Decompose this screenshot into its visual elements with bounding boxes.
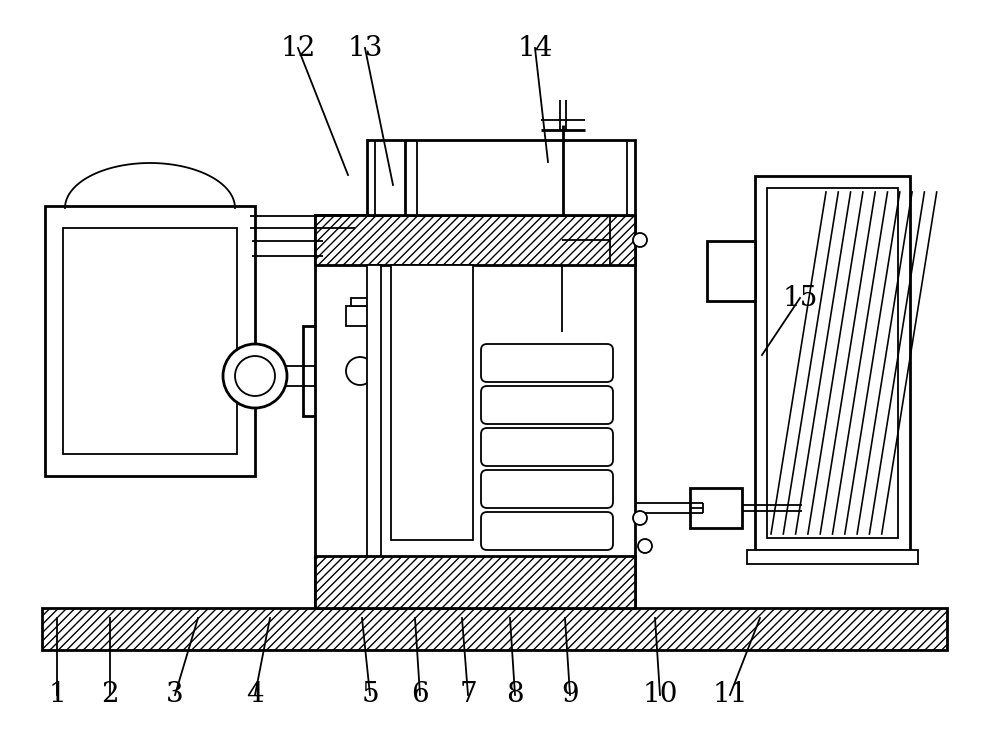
Circle shape <box>235 356 275 396</box>
FancyBboxPatch shape <box>481 470 613 508</box>
Bar <box>367 140 635 215</box>
Bar <box>346 306 374 326</box>
Bar <box>351 298 369 306</box>
Text: 6: 6 <box>411 682 429 709</box>
Bar <box>303 326 418 416</box>
Text: 12: 12 <box>280 34 316 61</box>
Bar <box>690 488 742 528</box>
Text: 5: 5 <box>361 682 379 709</box>
Bar <box>315 215 635 608</box>
Text: 3: 3 <box>166 682 184 709</box>
Text: 7: 7 <box>459 682 477 709</box>
Bar <box>707 241 755 301</box>
Text: 10: 10 <box>642 682 678 709</box>
FancyBboxPatch shape <box>481 512 613 550</box>
Bar <box>45 206 255 476</box>
Text: 14: 14 <box>517 34 553 61</box>
Circle shape <box>633 511 647 525</box>
Bar <box>755 176 910 550</box>
Bar <box>747 550 918 564</box>
Circle shape <box>633 233 647 247</box>
Text: 2: 2 <box>101 682 119 709</box>
FancyBboxPatch shape <box>481 428 613 466</box>
Text: 15: 15 <box>782 284 818 312</box>
Text: 1: 1 <box>48 682 66 709</box>
Bar <box>315 215 635 265</box>
Bar <box>367 265 381 556</box>
Bar <box>767 188 898 538</box>
Text: 13: 13 <box>347 34 383 61</box>
Circle shape <box>638 539 652 553</box>
FancyBboxPatch shape <box>481 386 613 424</box>
Bar <box>315 556 635 608</box>
Text: 4: 4 <box>246 682 264 709</box>
Bar <box>391 265 473 540</box>
Circle shape <box>223 344 287 408</box>
Text: 11: 11 <box>712 682 748 709</box>
Text: 8: 8 <box>506 682 524 709</box>
Bar <box>42 608 947 650</box>
Circle shape <box>346 357 374 385</box>
Bar <box>63 228 237 454</box>
FancyBboxPatch shape <box>481 344 613 382</box>
Text: 9: 9 <box>561 682 579 709</box>
